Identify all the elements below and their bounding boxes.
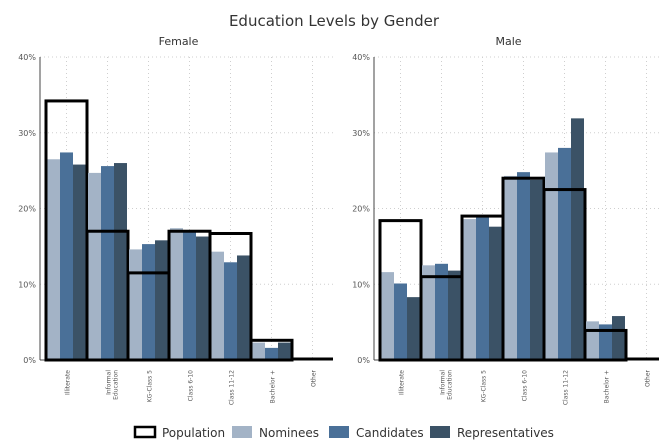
- legend-swatch-nominees: [232, 426, 252, 438]
- x-tick-label: Bachelor +: [604, 370, 611, 403]
- y-tick-label: 40%: [352, 53, 370, 62]
- y-tick-label: 10%: [352, 280, 370, 289]
- legend-swatch-candidates: [329, 426, 349, 438]
- x-tick-label: Other: [311, 369, 318, 387]
- bar-nominees: [504, 175, 517, 360]
- bar-representatives: [448, 270, 461, 360]
- bar-nominees: [252, 342, 265, 360]
- y-tick-label: 20%: [352, 205, 370, 214]
- x-tick-label-line: KG-Class 5: [481, 370, 488, 402]
- x-tick-label: InformalEducation: [106, 370, 120, 400]
- bar-candidates: [183, 230, 196, 360]
- bar-nominees: [422, 265, 435, 360]
- y-tick-label: 0%: [357, 356, 370, 365]
- bar-nominees: [129, 249, 142, 360]
- x-tick-label-line: Other: [645, 369, 652, 387]
- bar-candidates: [394, 283, 407, 360]
- bar-candidates: [599, 324, 612, 360]
- y-tick-label: 20%: [18, 205, 36, 214]
- bar-population: [542, 188, 587, 362]
- bar-candidates: [142, 244, 155, 360]
- bar-candidates: [101, 166, 114, 360]
- bar-nominees: [381, 272, 394, 360]
- bar-representatives: [237, 255, 250, 360]
- x-tick-label: KG-Class 5: [147, 370, 154, 402]
- bar-representatives: [155, 240, 168, 360]
- bar-nominees: [211, 251, 224, 360]
- bar-nominees: [88, 172, 101, 360]
- bar-nominees: [47, 159, 60, 360]
- x-tick-label: InformalEducation: [440, 370, 454, 400]
- panel-male: Male 0% 10% 20% 30% 40% Illiterate InformalEduc…: [352, 35, 659, 405]
- x-tick-label: Class 11-12: [229, 370, 236, 405]
- bar-representatives: [196, 236, 209, 360]
- x-tick-label: Class 6-10: [188, 370, 195, 401]
- x-tick-label-line: Education: [113, 370, 120, 400]
- x-tick-label: Bachelor +: [270, 370, 277, 403]
- bar-nominees: [463, 219, 476, 360]
- bar-candidates: [435, 263, 448, 360]
- bar-candidates: [265, 347, 278, 360]
- legend-label-population: Population: [162, 426, 225, 440]
- bar-representatives: [612, 316, 625, 360]
- bar-nominees: [170, 228, 183, 360]
- bar-candidates: [517, 172, 530, 360]
- x-tick-label: Class 6-10: [522, 370, 529, 401]
- panel-female: Female 0% 10% 20% 30% 40% Illiterate InformalEd…: [18, 35, 333, 405]
- x-tick-label: KG-Class 5: [481, 370, 488, 402]
- x-tick-label-line: Bachelor +: [270, 370, 277, 403]
- x-tick-label-line: Class 6-10: [188, 370, 195, 401]
- bar-candidates: [558, 147, 571, 360]
- legend-label-nominees: Nominees: [259, 426, 319, 440]
- x-tick-label-line: Class 11-12: [229, 370, 236, 405]
- bar-representatives: [278, 342, 291, 360]
- x-tick-label-line: Informal: [106, 370, 113, 395]
- y-tick-label: 10%: [18, 280, 36, 289]
- bar-representatives: [407, 297, 420, 360]
- panel-title-male: Male: [495, 35, 521, 48]
- x-tick-label: Illiterate: [399, 370, 406, 395]
- bar-representatives: [571, 118, 584, 360]
- x-tick-label-line: Education: [447, 370, 454, 400]
- x-tick-label: Class 11-12: [563, 370, 570, 405]
- bar-candidates: [224, 262, 237, 360]
- x-tick-label: Illiterate: [65, 370, 72, 395]
- bar-representatives: [114, 163, 127, 360]
- x-tick-label-line: Other: [311, 369, 318, 387]
- chart-title: Education Levels by Gender: [229, 12, 440, 30]
- bar-nominees: [545, 152, 558, 360]
- legend-label-candidates: Candidates: [356, 426, 424, 440]
- legend-label-representatives: Representatives: [457, 426, 554, 440]
- legend-swatch-population: [133, 425, 157, 439]
- legend-swatch-representatives: [430, 426, 450, 438]
- x-tick-label-line: Illiterate: [65, 370, 72, 395]
- bar-population: [249, 338, 294, 362]
- bar-nominees: [586, 321, 599, 360]
- y-tick-label: 30%: [18, 129, 36, 138]
- y-tick-label: 40%: [18, 53, 36, 62]
- y-tick-label: 30%: [352, 129, 370, 138]
- legend: Population Nominees Candidates Representati…: [133, 425, 554, 440]
- x-tick-label-line: Class 6-10: [522, 370, 529, 401]
- x-tick-label-line: Illiterate: [399, 370, 406, 395]
- bar-candidates: [60, 152, 73, 360]
- bar-population: [208, 231, 253, 362]
- bar-candidates: [476, 216, 489, 360]
- bar-population: [583, 328, 628, 362]
- x-tick-label-line: Informal: [440, 370, 447, 395]
- x-tick-label-line: Bachelor +: [604, 370, 611, 403]
- bar-representatives: [489, 226, 502, 360]
- bar-representatives: [73, 164, 86, 360]
- x-tick-label-line: Class 11-12: [563, 370, 570, 405]
- x-tick-label-line: KG-Class 5: [147, 370, 154, 402]
- bar-representatives: [530, 179, 543, 360]
- panel-title-female: Female: [159, 35, 199, 48]
- y-tick-label: 0%: [23, 356, 36, 365]
- x-tick-label: Other: [645, 369, 652, 387]
